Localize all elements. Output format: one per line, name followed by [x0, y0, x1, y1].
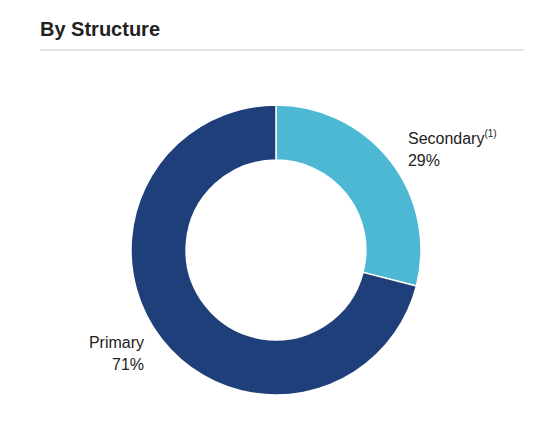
- slice-label: Primary: [89, 334, 144, 351]
- slice: [276, 105, 421, 286]
- labels: Secondary(1) 29% Primary 71%: [89, 128, 497, 374]
- data-label: 71%: [112, 356, 144, 373]
- slice-label: Secondary(1): [408, 128, 497, 147]
- title-rule: [40, 50, 524, 51]
- donut: [131, 105, 421, 395]
- data-label: 29%: [408, 152, 440, 169]
- chart: By Structure Secondary(1) 29% Primary 71%: [0, 0, 552, 440]
- title: By Structure: [40, 18, 160, 40]
- category-label: Primary: [89, 334, 144, 351]
- footnote-marker: (1): [484, 128, 496, 139]
- category-label: Secondary: [408, 130, 485, 147]
- slice: [131, 105, 416, 395]
